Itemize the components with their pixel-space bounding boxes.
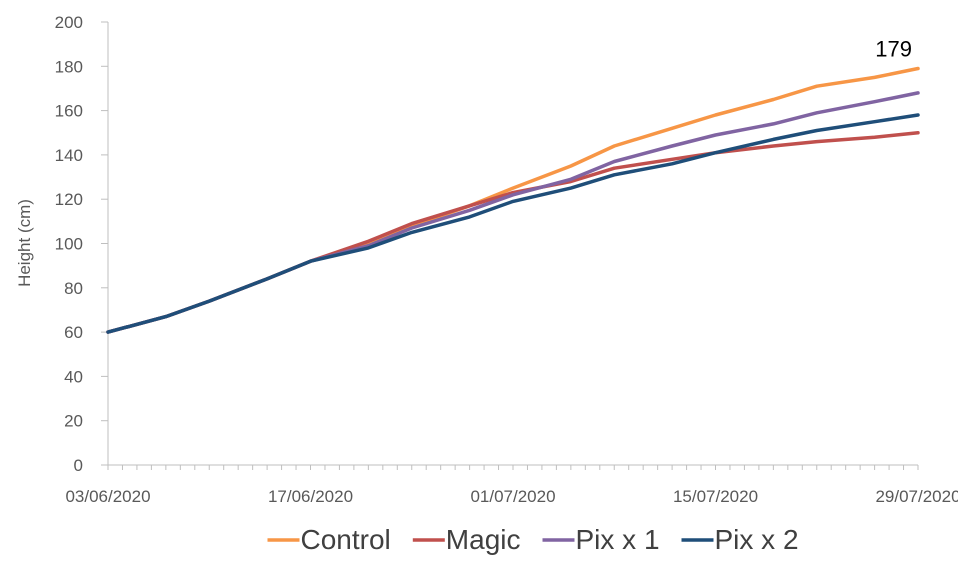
legend-label: Pix x 1	[576, 524, 660, 555]
x-tick-label: 15/07/2020	[673, 487, 758, 506]
legend-item: Pix x 1	[542, 524, 660, 555]
y-tick-label: 20	[64, 412, 83, 431]
legend-item: Control	[267, 524, 391, 555]
y-axis-ticks: 0 20 40 60 80 100 120 140 160 180 200	[55, 13, 108, 475]
y-tick-label: 80	[64, 279, 83, 298]
y-tick-label: 180	[55, 57, 83, 76]
series-line-pix-x-1	[106, 91, 920, 334]
series-lines	[106, 66, 920, 334]
legend-item: Pix x 2	[681, 524, 799, 555]
data-label: 179	[875, 37, 912, 62]
series-line-magic	[106, 131, 920, 334]
y-tick-label: 40	[64, 367, 83, 386]
legend-label: Magic	[446, 524, 521, 555]
legend-label: Pix x 2	[715, 524, 799, 555]
x-tick-label: 01/07/2020	[470, 487, 555, 506]
y-tick-label: 200	[55, 13, 83, 32]
data-labels: 179	[875, 37, 912, 62]
y-axis-title: Height (cm)	[15, 199, 34, 287]
x-tick-label: 17/06/2020	[268, 487, 353, 506]
legend: Control Magic Pix x 1 Pix x 2	[267, 524, 799, 555]
y-tick-label: 120	[55, 190, 83, 209]
y-tick-label: 0	[74, 456, 83, 475]
x-axis-ticks: 03/06/2020 17/06/2020 01/07/2020 15/07/2020…	[65, 465, 958, 506]
legend-label: Control	[301, 524, 391, 555]
y-tick-label: 60	[64, 323, 83, 342]
legend-item: Magic	[412, 524, 521, 555]
y-tick-label: 160	[55, 102, 83, 121]
y-tick-label: 140	[55, 146, 83, 165]
x-tick-label: 03/06/2020	[65, 487, 150, 506]
y-tick-label: 100	[55, 235, 83, 254]
x-tick-label: 29/07/2020	[875, 487, 958, 506]
series-line-pix-x-2	[106, 113, 920, 334]
axes	[107, 22, 918, 466]
